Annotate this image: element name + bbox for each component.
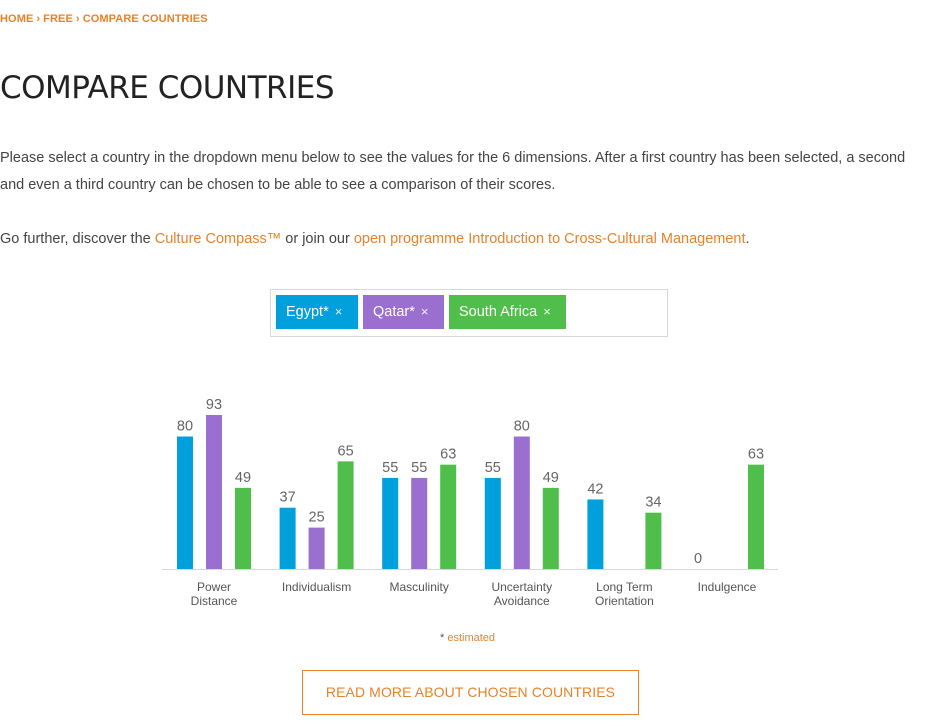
- bar: [542, 487, 559, 569]
- bar-value-label: 55: [411, 460, 427, 476]
- further-text: Go further, discover the Culture Compass…: [0, 228, 750, 250]
- bar-value-label: 42: [587, 481, 603, 497]
- bar: [748, 464, 764, 569]
- bar: [645, 512, 662, 569]
- bar: [235, 487, 251, 569]
- bar-value-label: 93: [206, 397, 222, 413]
- country-tag-qatar[interactable]: Qatar* ×: [363, 295, 444, 329]
- category-label: Orientation: [595, 594, 654, 608]
- footnote-text: estimated: [447, 632, 496, 644]
- further-prefix: Go further, discover the: [0, 231, 155, 247]
- bar-value-label: 34: [645, 495, 661, 511]
- bar-value-label: 25: [309, 510, 325, 526]
- bar: [440, 464, 457, 569]
- remove-icon[interactable]: ×: [420, 304, 429, 319]
- bar-value-label: 63: [440, 447, 456, 463]
- bar: [587, 499, 604, 569]
- breadcrumb-free[interactable]: FREE: [43, 13, 73, 25]
- page-title: COMPARE COUNTRIES: [0, 70, 335, 106]
- category-label: Long Term: [596, 580, 652, 594]
- breadcrumb: HOME › FREE › COMPARE COUNTRIES: [0, 13, 208, 25]
- bar-value-label: 49: [543, 470, 559, 486]
- further-suffix: .: [745, 231, 750, 247]
- country-tag-south-africa[interactable]: South Africa ×: [449, 295, 566, 329]
- category-label: Uncertainty: [491, 580, 552, 594]
- bar-value-label: 37: [280, 490, 296, 506]
- bar: [177, 436, 193, 569]
- read-more-button[interactable]: READ MORE ABOUT CHOSEN COUNTRIES: [302, 670, 639, 715]
- category-label: Masculinity: [390, 580, 449, 594]
- remove-icon[interactable]: ×: [334, 304, 343, 319]
- estimated-footnote: * estimated: [440, 632, 495, 644]
- country-tag-egypt[interactable]: Egypt* ×: [276, 295, 358, 329]
- bar: [308, 527, 325, 569]
- category-label: Avoidance: [494, 594, 550, 608]
- bar-value-label: 63: [748, 447, 764, 463]
- bar-value-label: 55: [382, 460, 398, 476]
- bar: [206, 414, 222, 569]
- bar-value-label: 49: [235, 470, 251, 486]
- category-label: Indulgence: [698, 580, 757, 594]
- category-label: Distance: [191, 594, 238, 608]
- open-programme-link[interactable]: open programme Introduction to Cross-Cul…: [353, 231, 746, 247]
- country-tag-label: Egypt*: [286, 304, 329, 320]
- country-tag-label: South Africa: [459, 304, 538, 320]
- bar: [279, 507, 296, 569]
- breadcrumb-current[interactable]: COMPARE COUNTRIES: [82, 13, 208, 25]
- breadcrumb-separator: ›: [75, 13, 80, 25]
- bar: [513, 436, 530, 569]
- intro-text: Please select a country in the dropdown …: [0, 150, 906, 193]
- bar-value-label: 80: [514, 419, 530, 435]
- bar-value-label: 80: [177, 419, 193, 435]
- bar-value-label: 0: [694, 551, 702, 567]
- remove-icon[interactable]: ×: [543, 304, 551, 319]
- bar: [337, 461, 354, 569]
- bar-value-label: 65: [338, 443, 354, 459]
- bar: [411, 477, 428, 569]
- bar: [484, 477, 501, 569]
- further-middle: or join our: [281, 231, 354, 247]
- breadcrumb-home[interactable]: HOME: [0, 13, 34, 25]
- footnote-star: *: [440, 632, 448, 644]
- breadcrumb-separator: ›: [36, 13, 41, 25]
- bar-value-label: 55: [485, 460, 501, 476]
- culture-compass-link[interactable]: Culture Compass™: [154, 231, 282, 247]
- category-label: Individualism: [282, 580, 351, 594]
- bar: [382, 477, 399, 569]
- country-select[interactable]: Egypt* × Qatar* × South Africa ×: [270, 289, 668, 337]
- category-label: Power: [197, 580, 231, 594]
- country-tag-label: Qatar*: [373, 304, 415, 320]
